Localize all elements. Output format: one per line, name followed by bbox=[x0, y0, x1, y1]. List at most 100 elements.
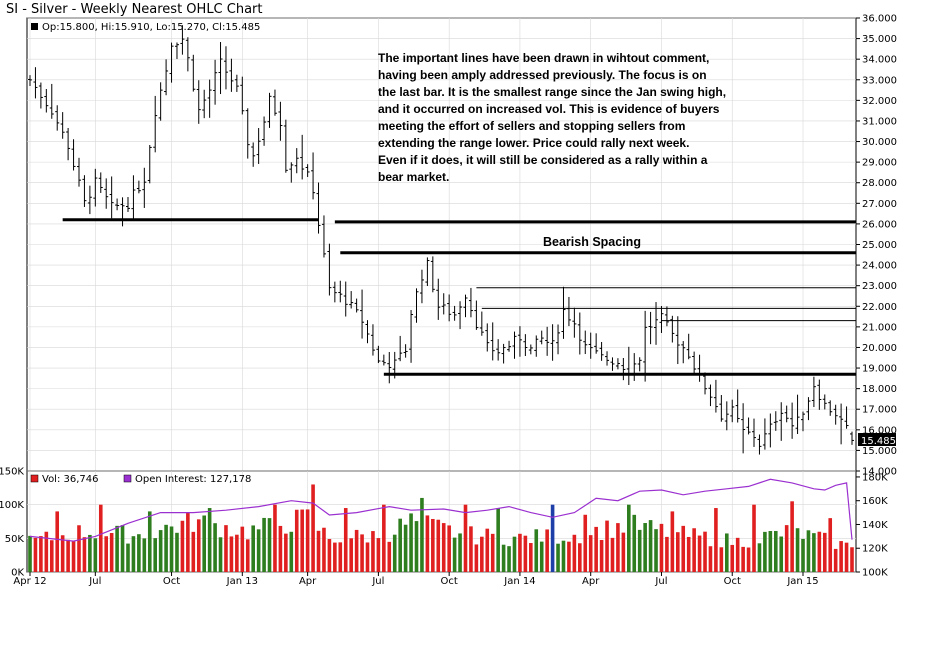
volume-bar bbox=[322, 527, 326, 572]
volume-bar bbox=[735, 537, 740, 572]
ohlc-bar bbox=[267, 92, 272, 128]
price-tick-label: 14.000 bbox=[862, 467, 897, 478]
ohlc-bar bbox=[801, 411, 806, 432]
ohlc-bar bbox=[278, 101, 283, 141]
volume-bar bbox=[387, 541, 392, 572]
ohlc-bar bbox=[479, 311, 484, 336]
volume-bar bbox=[529, 543, 533, 572]
oi-tick-label: 120K bbox=[862, 544, 888, 555]
ohlc-bar bbox=[811, 376, 816, 408]
volume-bar bbox=[142, 538, 147, 572]
ohlc-bar bbox=[670, 315, 675, 343]
volume-bars bbox=[28, 484, 854, 572]
ohlc-bar bbox=[746, 417, 751, 435]
note-line: The important lines have been drawn in w… bbox=[378, 51, 709, 65]
volume-bar bbox=[452, 537, 457, 572]
ohlc-bar bbox=[245, 108, 250, 159]
volume-bar bbox=[284, 533, 288, 572]
ohlc-bar bbox=[316, 182, 321, 234]
ohlc-bar bbox=[577, 312, 582, 355]
ohlc-bar bbox=[713, 379, 718, 413]
volume-bar bbox=[267, 518, 272, 572]
volume-bar bbox=[33, 537, 38, 572]
volume-bar bbox=[77, 525, 81, 572]
volume-bar bbox=[28, 535, 32, 572]
volume-bar bbox=[627, 504, 631, 572]
volume-bar bbox=[795, 528, 800, 572]
volume-bar bbox=[697, 535, 702, 572]
ohlc-bar bbox=[207, 79, 212, 118]
ohlc-bar bbox=[485, 323, 490, 352]
volume-bar bbox=[218, 537, 223, 572]
volume-bar bbox=[599, 539, 604, 572]
volume-bar bbox=[463, 504, 468, 572]
ohlc-bar bbox=[534, 335, 539, 357]
price-tick-label: 21.000 bbox=[862, 322, 897, 333]
ohlc-bar bbox=[343, 281, 348, 317]
volume-bar bbox=[382, 504, 386, 572]
volume-bar bbox=[518, 533, 522, 572]
price-tick-label: 23.000 bbox=[862, 281, 897, 292]
note-line: having been amply addressed previously. … bbox=[378, 68, 707, 82]
volume-bar bbox=[686, 536, 691, 572]
ohlc-bar bbox=[790, 402, 795, 439]
volume-bar bbox=[431, 518, 435, 572]
volume-bar bbox=[137, 534, 141, 572]
ohlc-bar bbox=[349, 291, 354, 309]
price-tick-label: 22.000 bbox=[862, 302, 897, 313]
volume-bar bbox=[594, 526, 598, 572]
ohlc-bar bbox=[654, 302, 659, 345]
ohlc-bar bbox=[321, 215, 326, 258]
ohlc-bar bbox=[332, 281, 337, 303]
volume-bar bbox=[757, 543, 762, 572]
volume-bar bbox=[670, 511, 675, 572]
ohlc-bar bbox=[131, 175, 136, 221]
date-tick-label: Oct bbox=[441, 576, 458, 587]
volume-bar bbox=[191, 531, 196, 572]
ohlc-bar bbox=[256, 128, 261, 164]
ohlc-bar bbox=[599, 342, 604, 361]
volume-bar bbox=[60, 535, 65, 572]
volume-bar bbox=[714, 508, 718, 572]
ohlc-bar bbox=[452, 305, 457, 321]
volume-bar bbox=[828, 518, 833, 572]
volume-bar bbox=[507, 546, 511, 572]
volume-bar bbox=[490, 533, 495, 572]
ohlc-bar bbox=[82, 175, 87, 207]
ohlc-bar bbox=[686, 333, 691, 360]
volume-bar bbox=[746, 547, 751, 572]
volume-bar bbox=[224, 525, 228, 572]
ohlc-bar bbox=[610, 357, 615, 371]
note-line: the last bar. It is the smallest range s… bbox=[378, 85, 726, 99]
ohlc-bar bbox=[392, 351, 397, 379]
price-tick-label: 33.000 bbox=[862, 75, 897, 86]
oi-legend-marker bbox=[123, 474, 132, 483]
ohlc-bar bbox=[817, 379, 822, 410]
volume-bar bbox=[768, 531, 773, 572]
ohlc-bar bbox=[850, 431, 854, 445]
ohlc-bar bbox=[501, 343, 506, 364]
ohlc-bar bbox=[60, 112, 65, 139]
ohlc-bar bbox=[523, 334, 528, 357]
date-tick-label: Oct bbox=[724, 576, 741, 587]
ohlc-bar bbox=[692, 351, 697, 376]
ohlc-bar bbox=[300, 134, 305, 180]
volume-bar bbox=[131, 536, 136, 572]
volume-bar bbox=[425, 515, 430, 572]
volume-bar bbox=[703, 531, 707, 572]
ohlc-bar bbox=[605, 351, 610, 366]
volume-bar bbox=[158, 530, 163, 572]
volume-bar bbox=[833, 548, 838, 572]
volume-bar bbox=[643, 523, 647, 572]
ohlc-bar bbox=[681, 341, 686, 364]
volume-bar bbox=[82, 537, 87, 572]
volume-bar bbox=[501, 544, 506, 572]
volume-bar bbox=[229, 536, 234, 572]
ohlc-bar bbox=[648, 311, 653, 345]
volume-bar bbox=[164, 524, 168, 572]
volume-bar bbox=[213, 523, 217, 572]
oi-tick-label: 140K bbox=[862, 520, 888, 531]
ohlc-bar bbox=[311, 152, 316, 200]
volume-bar bbox=[93, 538, 98, 572]
ohlc-bar bbox=[719, 395, 724, 422]
